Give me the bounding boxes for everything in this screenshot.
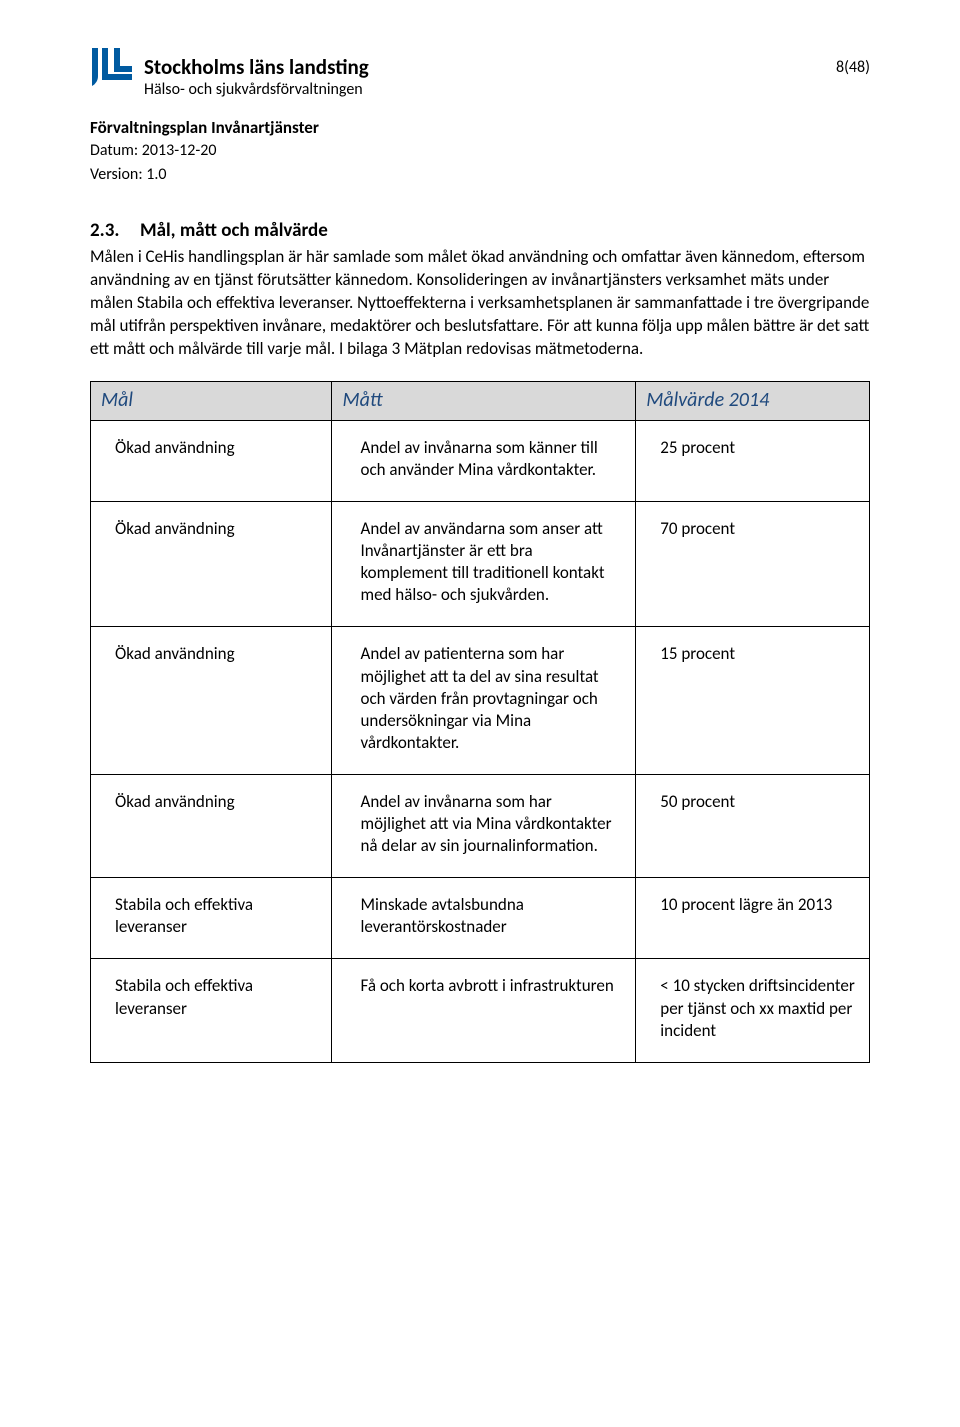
table-header-row: Mål Mått Målvärde 2014: [91, 381, 870, 420]
org-text: Stockholms läns landsting Hälso- och sju…: [144, 48, 369, 99]
section-title: Mål, mått och målvärde: [140, 219, 328, 242]
cell-matt: Andel av patienterna som har möjlighet a…: [332, 627, 636, 774]
table-row: Ökad användning Andel av användarna som …: [91, 502, 870, 627]
org-name: Stockholms läns landsting: [144, 48, 369, 78]
table-row: Stabila och effektiva leveranser Få och …: [91, 959, 870, 1062]
cell-matt: Andel av invånarna som känner till och a…: [332, 420, 636, 501]
cell-mal: Stabila och effektiva leveranser: [91, 959, 332, 1062]
cell-malvarde: 15 procent: [636, 627, 870, 774]
doc-title: Förvaltningsplan Invånartjänster: [90, 117, 870, 138]
cell-malvarde: 50 procent: [636, 774, 870, 877]
cell-malvarde: < 10 stycken driftsincidenter per tjänst…: [636, 959, 870, 1062]
org-sub: Hälso- och sjukvårdsförvaltningen: [144, 80, 369, 99]
page-number: 8(48): [836, 48, 870, 77]
cell-mal: Ökad användning: [91, 774, 332, 877]
cell-mal: Ökad användning: [91, 502, 332, 627]
col-header-matt: Mått: [332, 381, 636, 420]
cell-matt: Få och korta avbrott i infrastrukturen: [332, 959, 636, 1062]
cell-malvarde: 10 procent lägre än 2013: [636, 878, 870, 959]
section-body: Målen i CeHis handlingsplan är här samla…: [90, 246, 870, 361]
section-heading: 2.3. Mål, mått och målvärde: [90, 219, 870, 242]
section-number: 2.3.: [90, 219, 140, 242]
table-row: Ökad användning Andel av invånarna som h…: [91, 774, 870, 877]
sll-logo-icon: [90, 48, 134, 88]
doc-version: Version: 1.0: [90, 164, 870, 186]
cell-matt: Andel av invånarna som har möjlighet att…: [332, 774, 636, 877]
table-row: Stabila och effektiva leveranser Minskad…: [91, 878, 870, 959]
cell-matt: Minskade avtalsbundna leverantörskostnad…: [332, 878, 636, 959]
col-header-mal: Mål: [91, 381, 332, 420]
col-header-malvarde: Målvärde 2014: [636, 381, 870, 420]
cell-mal: Ökad användning: [91, 420, 332, 501]
cell-mal: Ökad användning: [91, 627, 332, 774]
page-header: Stockholms läns landsting Hälso- och sju…: [90, 48, 870, 99]
cell-malvarde: 70 procent: [636, 502, 870, 627]
cell-mal: Stabila och effektiva leveranser: [91, 878, 332, 959]
cell-malvarde: 25 procent: [636, 420, 870, 501]
cell-matt: Andel av användarna som anser att Invåna…: [332, 502, 636, 627]
doc-date: Datum: 2013-12-20: [90, 140, 870, 162]
goals-table: Mål Mått Målvärde 2014 Ökad användning A…: [90, 381, 870, 1063]
table-row: Ökad användning Andel av patienterna som…: [91, 627, 870, 774]
table-row: Ökad användning Andel av invånarna som k…: [91, 420, 870, 501]
org-block: Stockholms läns landsting Hälso- och sju…: [90, 48, 369, 99]
